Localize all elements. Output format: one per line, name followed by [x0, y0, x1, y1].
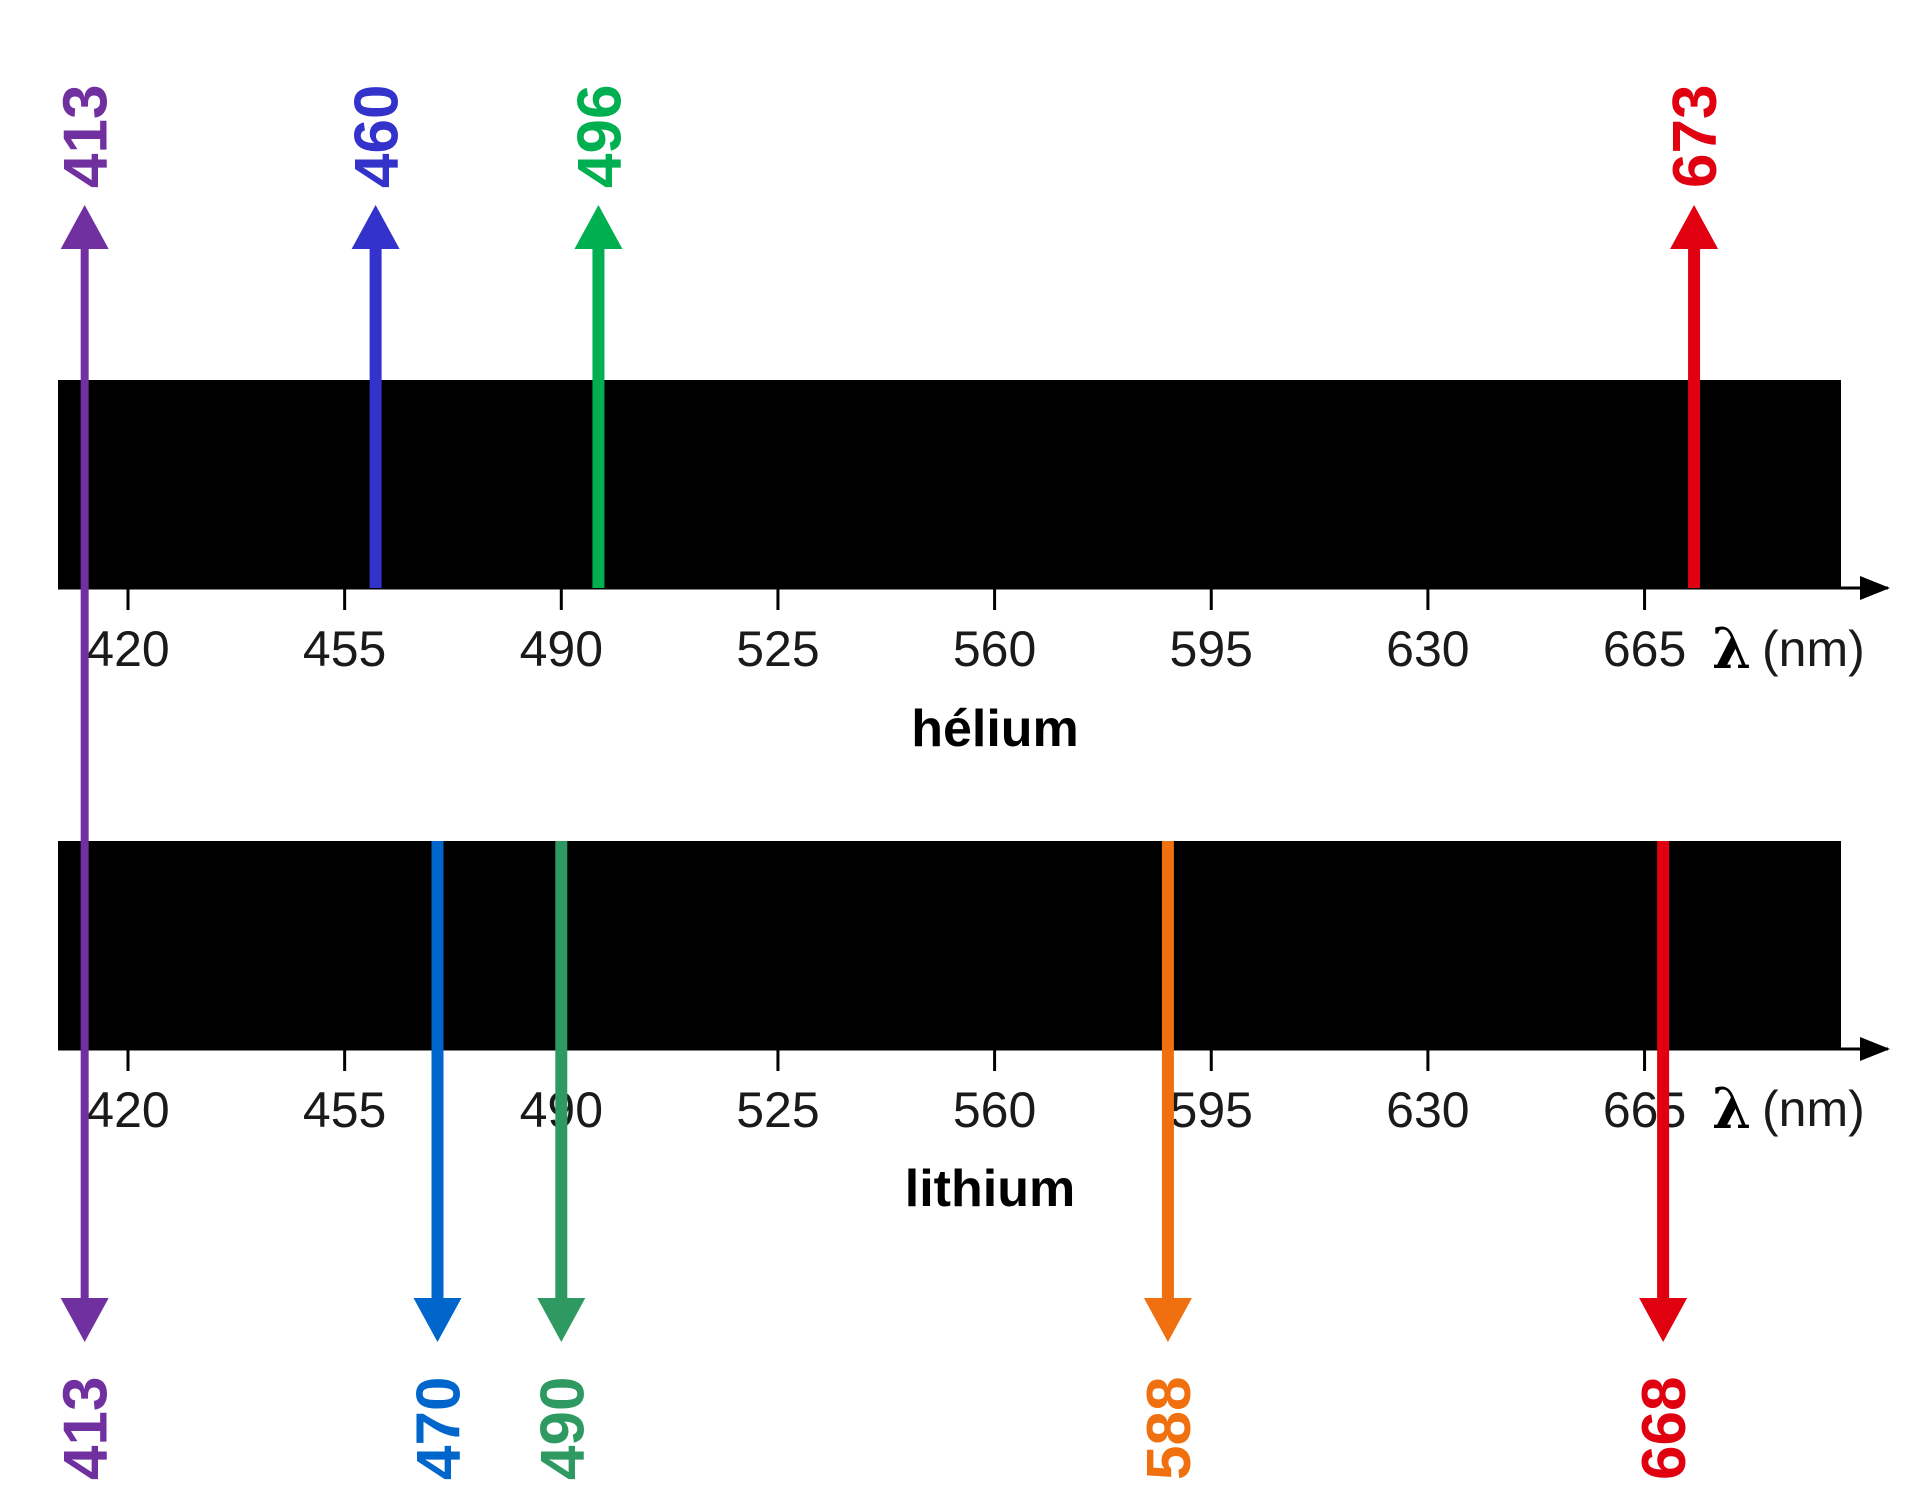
lithium-tick-label: 595	[1170, 1082, 1253, 1138]
lithium-axis-arrowhead	[1860, 1037, 1890, 1061]
helium-arrowhead-673	[1670, 205, 1719, 249]
helium-value-673: 673	[1661, 85, 1730, 188]
lithium-arrowhead-490	[537, 1298, 586, 1342]
lithium-value-470: 470	[405, 1377, 474, 1480]
lithium-tick-label: 560	[953, 1082, 1036, 1138]
helium-arrowhead-460	[351, 205, 400, 249]
helium-value-460: 460	[343, 85, 412, 188]
shared-value-bottom: 413	[52, 1377, 121, 1480]
helium-arrowhead-496	[574, 205, 623, 249]
helium-tick-label: 665	[1603, 621, 1686, 677]
helium-spectrum: 420 455 490 525 560 595 630 665 λ (nm) hélium	[58, 380, 1890, 758]
lithium-tick-label: 630	[1386, 1082, 1469, 1138]
lithium-tick-label: 525	[736, 1082, 819, 1138]
lithium-lambda-symbol: λ	[1712, 1076, 1751, 1142]
helium-band	[58, 380, 1841, 588]
shared-arrowhead-top	[60, 205, 109, 249]
lithium-value-588: 588	[1135, 1377, 1204, 1480]
helium-value-496: 496	[565, 85, 634, 188]
helium-axis-arrowhead	[1860, 576, 1890, 600]
shared-value-top: 413	[52, 85, 121, 188]
helium-lambda-symbol: λ	[1712, 616, 1751, 682]
helium-unit-label: (nm)	[1762, 621, 1865, 677]
spectral-lines: 460 496 673 470 490 588 668 413 413	[52, 85, 1730, 1480]
lithium-tick-label: 420	[86, 1082, 169, 1138]
lithium-name: lithium	[905, 1160, 1075, 1218]
helium-tick-label: 420	[86, 621, 169, 677]
helium-tick-label: 630	[1386, 621, 1469, 677]
helium-ticks: 420 455 490 525 560 595 630 665	[86, 588, 1686, 677]
helium-name: hélium	[911, 700, 1079, 758]
helium-tick-label: 455	[303, 621, 386, 677]
shared-arrowhead-bottom	[60, 1298, 109, 1342]
lithium-tick-label: 665	[1603, 1082, 1686, 1138]
lithium-value-668: 668	[1630, 1377, 1699, 1480]
lithium-arrowhead-668	[1639, 1298, 1688, 1342]
helium-tick-label: 525	[736, 621, 819, 677]
lithium-tick-label: 455	[303, 1082, 386, 1138]
helium-tick-label: 490	[520, 621, 603, 677]
lithium-arrowhead-588	[1143, 1298, 1192, 1342]
lithium-arrowhead-470	[413, 1298, 462, 1342]
lithium-unit-label: (nm)	[1762, 1081, 1865, 1137]
lithium-value-490: 490	[528, 1377, 597, 1480]
helium-tick-label: 595	[1170, 621, 1253, 677]
helium-tick-label: 560	[953, 621, 1036, 677]
lithium-band	[58, 841, 1841, 1049]
